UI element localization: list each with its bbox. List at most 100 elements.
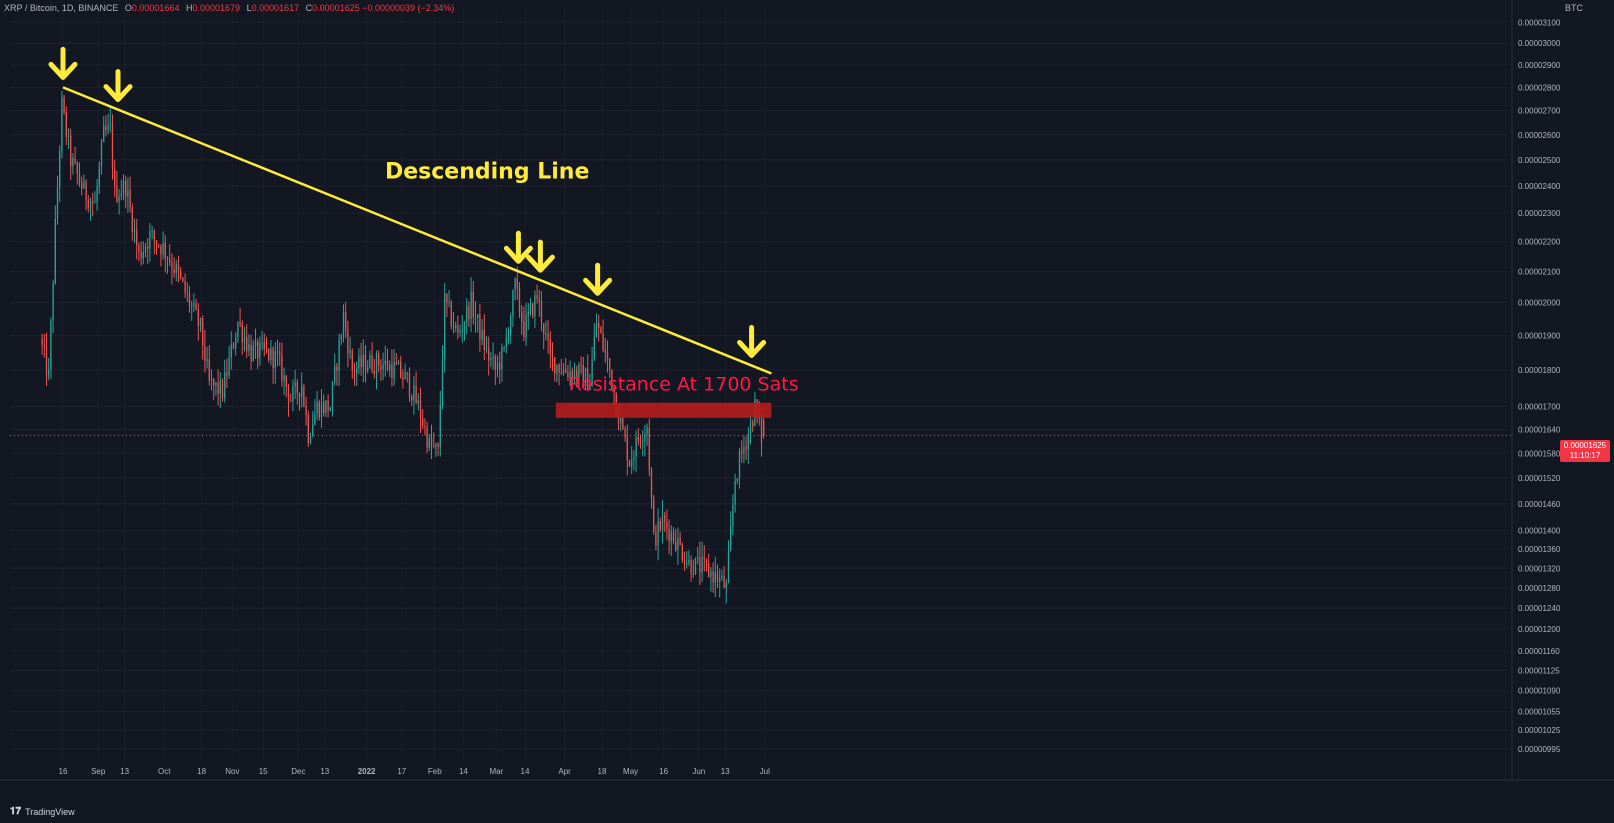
candle-body xyxy=(120,193,122,197)
candle-body xyxy=(197,309,199,326)
candle-body xyxy=(182,277,184,281)
candle-body xyxy=(576,370,578,379)
candle-body xyxy=(292,386,294,402)
candle-body xyxy=(208,359,210,381)
candle-body xyxy=(360,356,362,367)
candle-body xyxy=(435,444,437,447)
candle-body xyxy=(483,329,485,350)
x-tick-label: 15 xyxy=(259,767,268,776)
candle-body xyxy=(276,351,279,353)
candle-body xyxy=(362,354,364,367)
candle-body xyxy=(571,371,573,380)
candle-body xyxy=(677,537,679,551)
x-tick-label: 13 xyxy=(320,767,329,776)
candle-body xyxy=(593,337,595,360)
x-tick-label: 13 xyxy=(721,767,730,776)
candle-body xyxy=(565,369,567,373)
candle-body xyxy=(272,347,274,369)
candle-body xyxy=(562,369,565,374)
candle-body xyxy=(375,353,378,374)
tradingview-branding[interactable]: 𝟏𝟕 TradingView xyxy=(10,806,75,817)
candle-body xyxy=(125,180,127,197)
candle-body xyxy=(283,375,285,381)
candle-body xyxy=(204,345,206,362)
candle-body xyxy=(481,329,483,340)
candle-body xyxy=(235,337,237,349)
candle-body xyxy=(325,400,327,413)
open-value: 0.00001664 xyxy=(131,3,180,13)
y-tick-label: 0.00001320 xyxy=(1518,564,1561,573)
candle-body xyxy=(474,316,477,318)
candle-body xyxy=(138,244,140,253)
candle-body xyxy=(501,347,503,370)
high-value: 0.00001679 xyxy=(192,3,241,13)
time-axis[interactable]: 16 Sep 13 Oct 18 Nov 15 Dec 13 2022 17 Feb 14 Mar 14 Ap… xyxy=(0,767,1614,781)
candle-body xyxy=(494,356,496,370)
y-tick-label: 0.00001400 xyxy=(1518,527,1561,536)
candle-body xyxy=(298,392,301,398)
candle-body xyxy=(455,325,457,328)
candle-body xyxy=(195,303,197,310)
x-tick-label: May xyxy=(623,767,638,776)
arrow-head xyxy=(583,277,613,296)
candle-body xyxy=(554,357,556,374)
candle-body xyxy=(56,187,59,219)
candle-body xyxy=(485,347,488,350)
candle-body xyxy=(602,332,604,350)
candle-body xyxy=(472,291,474,317)
candle-body xyxy=(184,280,186,293)
candle-body xyxy=(523,321,525,338)
candle-body xyxy=(694,557,697,575)
candle-body xyxy=(642,440,644,442)
candle-body xyxy=(296,382,298,393)
candle-body xyxy=(551,354,554,358)
price-axis[interactable]: 0.00003100 0.00003000 0.00002900 0.00002800… xyxy=(1511,0,1561,780)
candle-body xyxy=(402,376,404,380)
price-unit-label: BTC xyxy=(1565,3,1583,13)
x-tick-label: 14 xyxy=(459,767,468,776)
candle-body xyxy=(219,380,221,394)
candle-body xyxy=(705,559,708,564)
candle-body xyxy=(424,426,426,428)
candle-body xyxy=(188,292,191,306)
candle-body xyxy=(606,352,609,359)
x-tick-label: 2022 xyxy=(358,767,376,776)
candle-body xyxy=(305,405,307,415)
candle-body xyxy=(224,372,226,399)
candle-body xyxy=(140,252,142,259)
candle-body xyxy=(100,142,103,167)
candle-body xyxy=(160,246,162,254)
candle-body xyxy=(349,350,351,354)
down-arrow-icon xyxy=(503,230,533,264)
candle-body xyxy=(61,97,63,152)
candle-body xyxy=(257,341,259,359)
candle-body xyxy=(270,347,272,361)
candle-body xyxy=(538,299,540,302)
candle-body xyxy=(111,123,114,169)
candle-body xyxy=(730,526,732,551)
y-tick-label: 0.00002600 xyxy=(1518,131,1561,140)
candle-body xyxy=(716,571,719,583)
candle-body xyxy=(646,427,648,434)
candle-body xyxy=(329,408,331,411)
candle-body xyxy=(85,181,87,200)
candle-body xyxy=(149,231,151,249)
candle-body xyxy=(59,151,61,188)
candle-body xyxy=(622,418,624,429)
candle-body xyxy=(736,478,738,481)
candle-body xyxy=(107,124,109,130)
open-label: O xyxy=(124,3,132,13)
candle-body xyxy=(659,520,661,531)
candle-body xyxy=(664,515,666,522)
candle-body xyxy=(323,402,325,413)
candle-body xyxy=(81,183,83,189)
candle-body xyxy=(507,335,510,338)
candle-body xyxy=(747,433,749,450)
y-tick-label: 0.00001520 xyxy=(1518,474,1561,483)
candle-body xyxy=(173,268,175,273)
candle-body xyxy=(147,246,149,249)
tradingview-logo-icon: 𝟏𝟕 xyxy=(10,806,22,817)
x-tick-label: 18 xyxy=(197,767,206,776)
arrow-head xyxy=(525,254,555,273)
